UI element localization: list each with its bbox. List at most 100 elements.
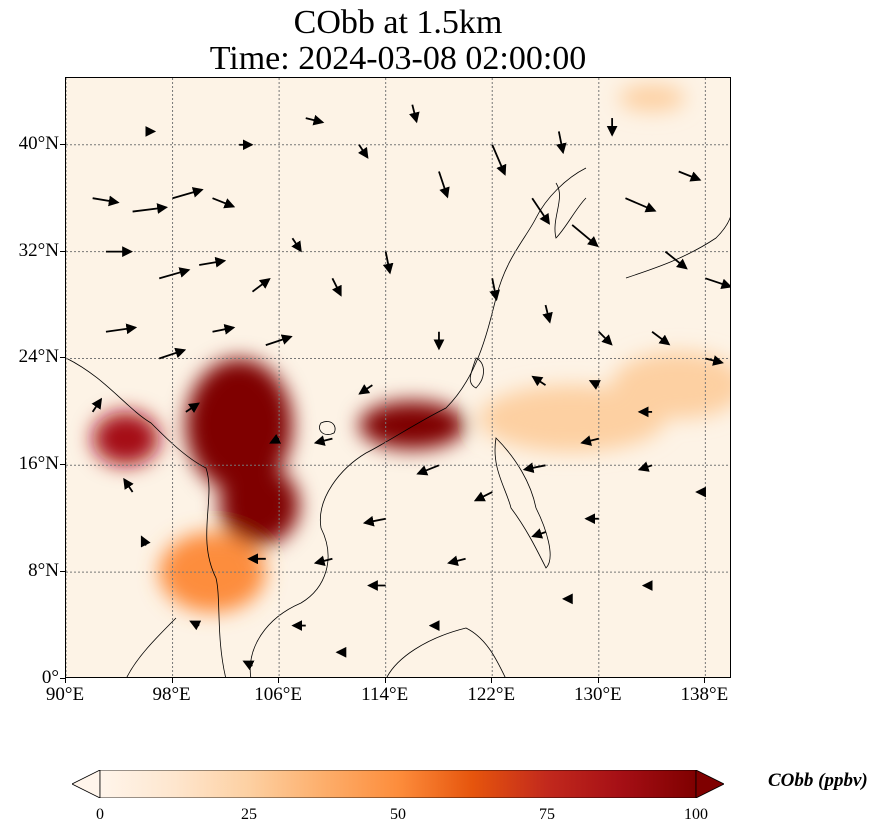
wind-arrow-29 bbox=[473, 491, 493, 502]
colorbar-tick-label: 100 bbox=[684, 806, 708, 823]
lon-tick-mark bbox=[597, 678, 599, 683]
lat-tick-mark bbox=[60, 357, 65, 359]
wind-arrow-62 bbox=[242, 660, 255, 671]
wind-arrow-5 bbox=[158, 267, 191, 280]
coastline-japan bbox=[625, 216, 730, 279]
wind-arrow-45 bbox=[531, 375, 547, 387]
wind-arrow-12 bbox=[331, 277, 342, 297]
plume-5 bbox=[159, 532, 266, 613]
lon-tick-label: 114°E bbox=[361, 684, 409, 705]
colorbar bbox=[71, 769, 725, 799]
colorbar-tick-label: 50 bbox=[390, 806, 406, 823]
coastline-taiwan bbox=[469, 357, 484, 389]
wind-arrow-2 bbox=[172, 187, 204, 200]
wind-arrow-64 bbox=[185, 402, 200, 413]
lon-tick-label: 138°E bbox=[680, 684, 729, 705]
lat-tick-mark bbox=[60, 250, 65, 252]
lon-tick-label: 90°E bbox=[45, 684, 85, 705]
wind-arrow-13 bbox=[382, 251, 394, 275]
colorbar-tick-label: 75 bbox=[539, 806, 555, 823]
lat-tick-label: 32°N bbox=[18, 239, 59, 261]
wind-arrow-26 bbox=[358, 384, 373, 395]
colorbar-max-extend bbox=[695, 769, 725, 799]
gridlines bbox=[66, 78, 730, 677]
coastline-korea bbox=[554, 182, 587, 239]
wind-arrow-9 bbox=[158, 347, 187, 360]
plume-1 bbox=[219, 465, 300, 546]
wind-arrow-33 bbox=[362, 515, 386, 527]
colorbar-bar bbox=[99, 769, 697, 799]
wind-arrow-19 bbox=[664, 250, 688, 270]
lon-tick-mark bbox=[704, 678, 706, 683]
coastline-hainan bbox=[319, 421, 336, 435]
concentration-field bbox=[92, 84, 730, 613]
plume-4 bbox=[478, 385, 666, 452]
wind-arrow-44 bbox=[123, 477, 134, 493]
lon-tick-mark bbox=[65, 678, 66, 683]
wind-arrow-56 bbox=[705, 355, 724, 366]
plume-0 bbox=[185, 358, 293, 493]
wind-arrow-18 bbox=[625, 197, 657, 213]
wind-arrow-63 bbox=[91, 397, 103, 413]
wind-arrow-52 bbox=[409, 104, 420, 124]
lon-tick-mark bbox=[491, 678, 493, 683]
lon-tick-label: 98°E bbox=[152, 684, 191, 705]
wind-arrow-10 bbox=[212, 324, 236, 335]
wind-arrow-40 bbox=[189, 620, 202, 631]
wind-arrow-30 bbox=[522, 462, 546, 474]
lat-tick-mark bbox=[60, 571, 65, 573]
wind-arrow-23 bbox=[598, 331, 613, 346]
wind-vectors bbox=[91, 104, 730, 671]
wind-arrow-28 bbox=[416, 464, 440, 476]
wind-arrow-36 bbox=[447, 555, 466, 567]
wind-arrow-43 bbox=[140, 535, 151, 548]
lon-tick-mark bbox=[278, 678, 280, 683]
lon-tick-label: 122°E bbox=[467, 684, 516, 705]
wind-arrow-21 bbox=[489, 278, 500, 302]
wind-arrow-46 bbox=[588, 380, 601, 390]
wind-arrow-55 bbox=[678, 170, 702, 182]
map-title-line-1: CObb at 1.5km bbox=[293, 4, 503, 41]
map-canvas bbox=[66, 78, 730, 677]
lat-tick-mark bbox=[60, 143, 65, 145]
colorbar-svg bbox=[71, 769, 725, 799]
wind-arrow-14 bbox=[438, 171, 450, 199]
lon-tick-mark bbox=[384, 678, 386, 683]
wind-arrow-31 bbox=[580, 435, 600, 446]
wind-arrow-37 bbox=[531, 528, 546, 539]
plume-6 bbox=[612, 351, 730, 419]
wind-arrow-11 bbox=[265, 334, 293, 346]
coastline-philippines bbox=[494, 437, 551, 569]
lat-tick-label: 16°N bbox=[18, 453, 59, 475]
coastline-asia-mainland bbox=[66, 357, 226, 677]
colorbar-label: CObb (ppbv) bbox=[768, 770, 868, 791]
colorbar-tick-label: 0 bbox=[96, 806, 104, 823]
lon-tick-mark bbox=[171, 678, 173, 683]
wind-arrow-47 bbox=[291, 237, 302, 253]
lat-tick-label: 8°N bbox=[28, 560, 59, 582]
lat-tick-mark bbox=[60, 678, 65, 679]
coastlines bbox=[66, 167, 730, 677]
wind-arrow-1 bbox=[132, 203, 168, 214]
map-title-line-2: Time: 2024-03-08 02:00:00 bbox=[209, 40, 587, 77]
wind-arrow-32 bbox=[637, 461, 653, 472]
wind-arrow-17 bbox=[571, 224, 599, 248]
wind-arrow-65 bbox=[269, 433, 282, 444]
plume-3 bbox=[359, 401, 466, 450]
wind-arrow-7 bbox=[251, 278, 271, 293]
plume-2 bbox=[92, 411, 160, 466]
coastline-borneo bbox=[386, 627, 506, 677]
wind-arrow-34 bbox=[313, 555, 333, 567]
wind-arrow-49 bbox=[305, 114, 325, 126]
plume-7 bbox=[618, 84, 686, 112]
coastline-indochina bbox=[249, 167, 587, 677]
coastline-sumatra bbox=[126, 617, 177, 677]
lat-tick-label: 0° bbox=[41, 667, 59, 688]
wind-arrow-51 bbox=[357, 144, 369, 159]
wind-arrow-0 bbox=[92, 195, 120, 207]
lon-tick-label: 106°E bbox=[254, 684, 302, 705]
wind-arrow-20 bbox=[705, 277, 730, 290]
wind-arrow-53 bbox=[555, 131, 567, 155]
wind-arrow-3 bbox=[212, 197, 236, 209]
lat-tick-mark bbox=[60, 464, 65, 466]
